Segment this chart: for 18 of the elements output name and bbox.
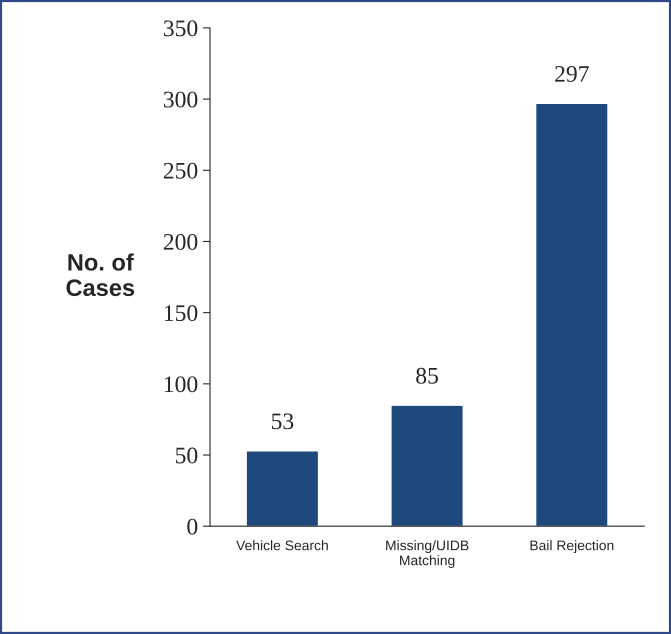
bar [246,450,320,526]
y-tick-label: 50 [176,448,198,464]
y-tick-label: 0 [187,518,198,535]
y-axis-title: No. of Cases [66,253,134,296]
y-tick-label: 300 [164,92,198,108]
x-tick-label: Bail Rejection [530,540,614,554]
y-tick-label: 250 [164,162,198,179]
x-tick-label: Vehicle Search [236,540,328,550]
bar [390,404,464,526]
data-label: 53 [272,413,294,430]
y-tick-label: 350 [164,20,198,36]
data-label: 297 [555,66,589,82]
y-tick-label: 100 [164,376,198,392]
y-tick-label: 200 [164,234,198,250]
bar [534,102,609,526]
x-tick-label: Missing/UIDB Matching [386,540,468,568]
y-tick-label: 150 [164,305,198,322]
data-label: 85 [416,368,438,384]
